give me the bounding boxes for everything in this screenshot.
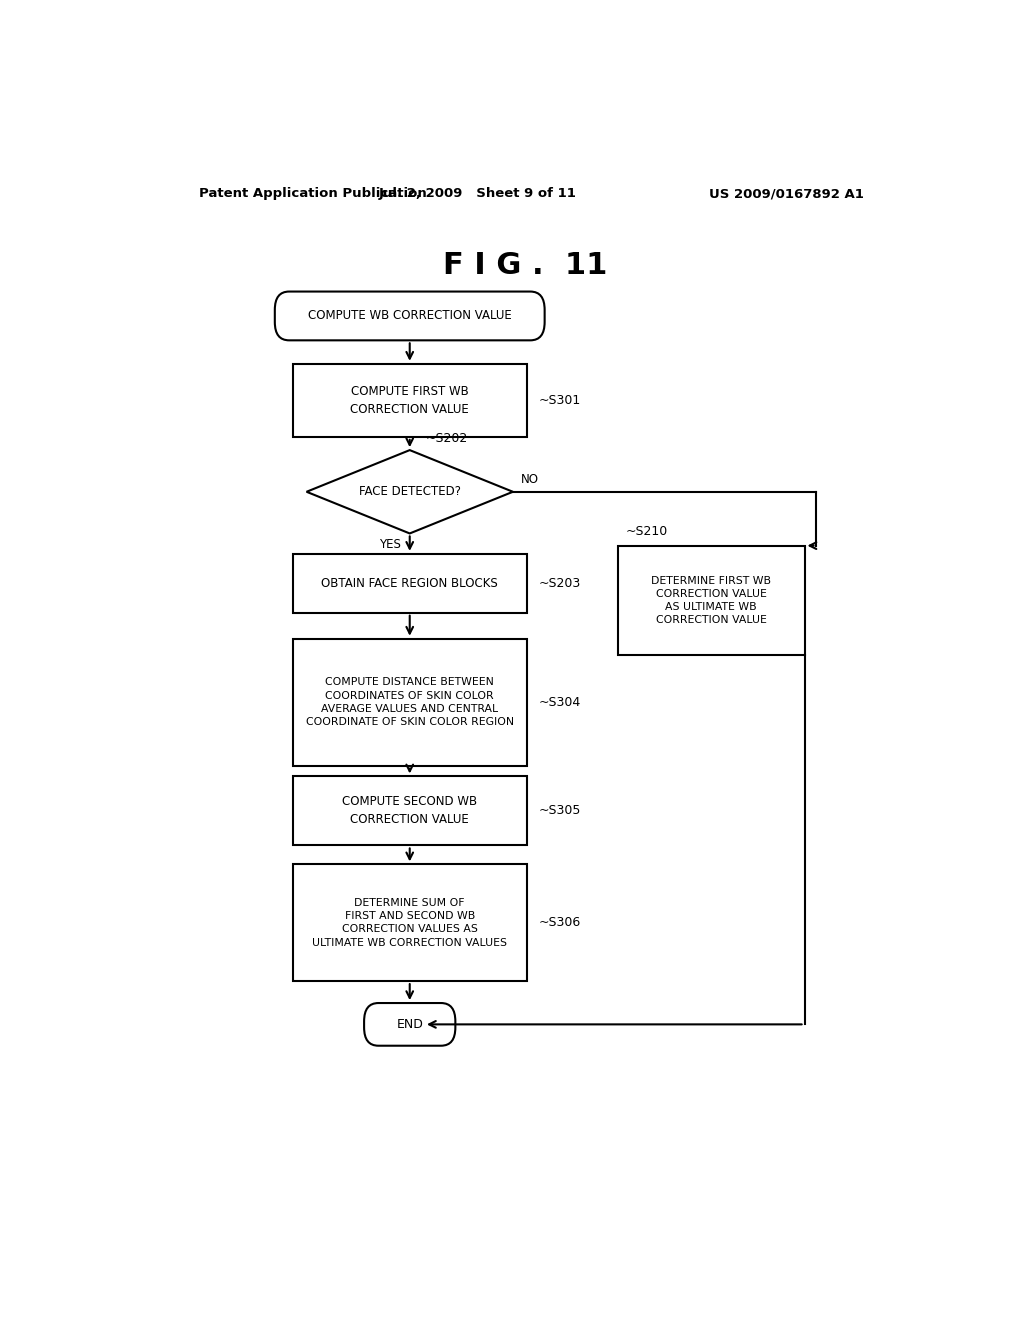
Text: Patent Application Publication: Patent Application Publication [200,187,427,201]
Text: Jul. 2, 2009   Sheet 9 of 11: Jul. 2, 2009 Sheet 9 of 11 [378,187,577,201]
Bar [293,865,526,981]
Text: F I G .  11: F I G . 11 [442,251,607,280]
Text: ~S301: ~S301 [539,393,581,407]
Text: COMPUTE FIRST WB
CORRECTION VALUE: COMPUTE FIRST WB CORRECTION VALUE [350,385,469,416]
Text: ~S305: ~S305 [539,804,581,817]
Text: DETERMINE FIRST WB
CORRECTION VALUE
AS ULTIMATE WB
CORRECTION VALUE: DETERMINE FIRST WB CORRECTION VALUE AS U… [651,576,771,626]
Text: COMPUTE DISTANCE BETWEEN
COORDINATES OF SKIN COLOR
AVERAGE VALUES AND CENTRAL
CO: COMPUTE DISTANCE BETWEEN COORDINATES OF … [306,677,514,727]
Text: OBTAIN FACE REGION BLOCKS: OBTAIN FACE REGION BLOCKS [322,577,498,590]
Text: NO: NO [521,473,539,486]
Text: ~S306: ~S306 [539,916,581,929]
Text: COMPUTE SECOND WB
CORRECTION VALUE: COMPUTE SECOND WB CORRECTION VALUE [342,796,477,826]
Polygon shape [306,450,513,533]
Bar [618,545,805,656]
Text: YES: YES [379,537,400,550]
Text: END: END [396,1018,423,1031]
Text: US 2009/0167892 A1: US 2009/0167892 A1 [710,187,864,201]
Text: FACE DETECTED?: FACE DETECTED? [358,486,461,498]
Text: ~S210: ~S210 [626,524,669,537]
FancyBboxPatch shape [365,1003,456,1045]
FancyBboxPatch shape [274,292,545,341]
Text: COMPUTE WB CORRECTION VALUE: COMPUTE WB CORRECTION VALUE [308,309,512,322]
Text: DETERMINE SUM OF
FIRST AND SECOND WB
CORRECTION VALUES AS
ULTIMATE WB CORRECTION: DETERMINE SUM OF FIRST AND SECOND WB COR… [312,898,507,948]
Text: ~S202: ~S202 [426,432,468,445]
Text: ~S304: ~S304 [539,696,581,709]
Bar [293,776,526,846]
Text: ~S203: ~S203 [539,577,581,590]
Bar [293,639,526,766]
Bar [293,554,526,612]
Bar [293,364,526,437]
